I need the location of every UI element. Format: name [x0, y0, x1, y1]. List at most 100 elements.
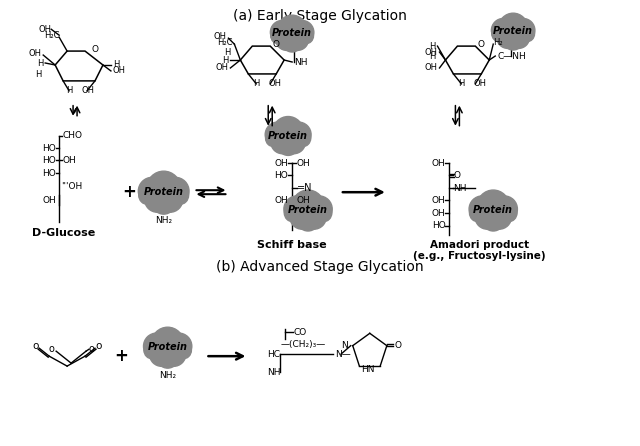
Circle shape — [475, 205, 499, 229]
Text: Protein: Protein — [288, 205, 328, 215]
Circle shape — [511, 18, 535, 42]
Circle shape — [290, 205, 314, 229]
Circle shape — [143, 333, 170, 359]
Text: Schiff base: Schiff base — [257, 240, 327, 250]
Text: H₂: H₂ — [493, 37, 503, 47]
Circle shape — [157, 187, 183, 212]
Circle shape — [278, 135, 299, 155]
Text: OH: OH — [81, 87, 94, 95]
Text: D-Glucose: D-Glucose — [33, 228, 96, 238]
Text: o: o — [32, 341, 38, 351]
Circle shape — [503, 30, 523, 50]
Text: H₂C: H₂C — [44, 31, 59, 40]
Text: Protein: Protein — [144, 187, 184, 197]
Circle shape — [174, 342, 191, 359]
Circle shape — [157, 346, 179, 368]
Text: OH: OH — [216, 63, 228, 72]
Text: —(CH₂)₃—: —(CH₂)₃— — [280, 340, 326, 349]
Text: OH: OH — [432, 159, 445, 168]
Text: Protein: Protein — [473, 205, 513, 215]
Text: OH: OH — [62, 156, 76, 165]
Circle shape — [165, 333, 192, 359]
Text: (a) Early Stage Glycation: (a) Early Stage Glycation — [233, 9, 407, 23]
Text: HO: HO — [42, 144, 56, 153]
Text: (b) Advanced Stage Glycation: (b) Advanced Stage Glycation — [216, 260, 424, 274]
Text: H: H — [224, 48, 230, 57]
Text: N—: N— — [335, 350, 351, 359]
Text: o: o — [48, 344, 54, 354]
Circle shape — [294, 130, 310, 147]
Text: NH: NH — [294, 58, 308, 66]
Circle shape — [271, 28, 287, 44]
Text: OH: OH — [474, 79, 486, 88]
Text: O: O — [395, 341, 402, 350]
Text: OH: OH — [28, 49, 41, 58]
Circle shape — [170, 186, 189, 205]
Circle shape — [139, 186, 157, 205]
Text: HO: HO — [42, 156, 56, 165]
Text: NH: NH — [267, 368, 280, 376]
Circle shape — [292, 190, 324, 222]
Text: H: H — [37, 58, 44, 67]
Circle shape — [306, 196, 332, 222]
Circle shape — [284, 196, 310, 222]
Circle shape — [497, 26, 519, 49]
Circle shape — [518, 26, 534, 42]
Circle shape — [287, 29, 308, 50]
Circle shape — [302, 205, 326, 229]
Circle shape — [298, 28, 314, 44]
Text: CHO: CHO — [62, 131, 82, 140]
Text: OH: OH — [275, 196, 288, 205]
Text: OH: OH — [296, 159, 310, 168]
Circle shape — [150, 342, 174, 366]
Text: +: + — [122, 183, 136, 201]
Text: H: H — [429, 41, 435, 50]
Text: H: H — [458, 79, 465, 88]
Circle shape — [152, 191, 175, 214]
Text: Amadori product
(e.g., Fructosyl-lysine): Amadori product (e.g., Fructosyl-lysine) — [413, 240, 546, 261]
Circle shape — [282, 32, 302, 52]
Circle shape — [138, 178, 166, 205]
Circle shape — [271, 131, 294, 154]
Text: Protein: Protein — [493, 26, 533, 36]
Text: OH: OH — [432, 196, 445, 205]
Circle shape — [152, 327, 184, 359]
Text: Protein: Protein — [272, 28, 312, 38]
Text: H: H — [35, 70, 41, 79]
Circle shape — [265, 122, 291, 147]
Text: OH: OH — [432, 209, 445, 218]
Text: =N: =N — [297, 183, 312, 193]
Circle shape — [297, 209, 319, 231]
Text: NH₂: NH₂ — [155, 215, 172, 224]
Circle shape — [487, 205, 511, 229]
Circle shape — [282, 131, 305, 154]
Circle shape — [491, 196, 517, 222]
Circle shape — [483, 209, 504, 231]
Text: OH: OH — [424, 48, 438, 57]
Text: '''OH: '''OH — [61, 182, 83, 191]
Text: OH: OH — [296, 196, 310, 205]
Text: OH: OH — [213, 32, 227, 41]
Circle shape — [147, 171, 180, 205]
Text: H: H — [253, 79, 259, 88]
Circle shape — [499, 204, 517, 222]
Text: Protein: Protein — [148, 342, 188, 352]
Circle shape — [278, 15, 307, 44]
Text: H: H — [113, 61, 119, 70]
Text: H₂C: H₂C — [217, 37, 232, 47]
Circle shape — [469, 196, 495, 222]
Circle shape — [161, 178, 189, 205]
Circle shape — [273, 116, 303, 147]
Text: o: o — [96, 341, 102, 351]
Text: O: O — [273, 40, 280, 49]
Text: Protein: Protein — [268, 131, 308, 140]
Circle shape — [477, 190, 509, 222]
Text: HO: HO — [432, 222, 445, 231]
Text: OH: OH — [275, 159, 288, 168]
Circle shape — [492, 26, 508, 42]
Circle shape — [145, 187, 170, 212]
Text: +: + — [114, 347, 128, 365]
Circle shape — [284, 204, 302, 222]
Text: H: H — [222, 55, 228, 65]
Text: HC: HC — [267, 350, 280, 359]
